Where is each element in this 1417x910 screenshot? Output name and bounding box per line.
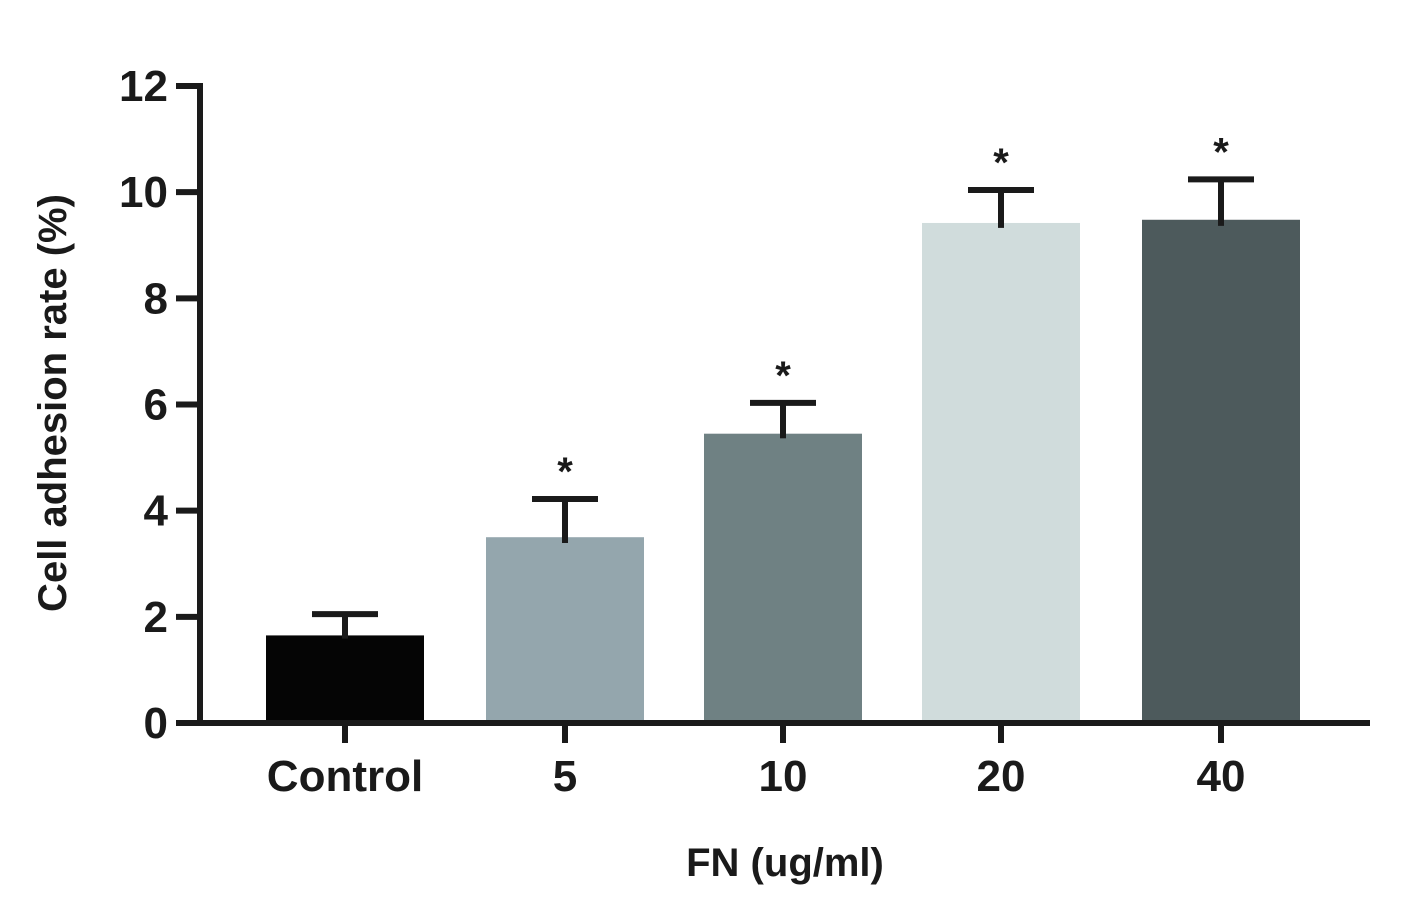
y-axis: 0 2 4 6 8 10 12 <box>119 62 203 748</box>
significance-marker: * <box>993 141 1009 185</box>
bar-3 <box>922 222 1080 723</box>
x-axis: Control 5 10 20 40 <box>176 720 1370 801</box>
x-tick-label: Control <box>267 752 423 801</box>
y-axis-title: Cell adhesion rate (%) <box>31 194 75 612</box>
y-tick-label: 10 <box>119 168 168 217</box>
y-tick-label: 2 <box>144 593 168 642</box>
y-tick-label: 8 <box>144 274 168 323</box>
significance-marker: * <box>775 354 791 398</box>
x-tick-label: 5 <box>553 752 577 801</box>
significance-marker: * <box>1213 130 1229 174</box>
x-tick-label: 20 <box>977 752 1026 801</box>
y-tick-label: 6 <box>144 381 168 430</box>
x-axis-title: FN (ug/ml) <box>686 841 884 885</box>
x-tick-label: 10 <box>759 752 808 801</box>
bars: * * * * <box>266 130 1300 723</box>
bar-4 <box>1142 219 1300 723</box>
y-tick-label: 12 <box>119 62 168 111</box>
bar-0 <box>266 635 424 723</box>
y-tick-label: 0 <box>144 699 168 748</box>
significance-marker: * <box>557 450 573 494</box>
x-tick-label: 40 <box>1197 752 1246 801</box>
y-tick-label: 4 <box>144 487 169 536</box>
bar-1 <box>486 537 644 723</box>
bar-2 <box>704 433 862 723</box>
